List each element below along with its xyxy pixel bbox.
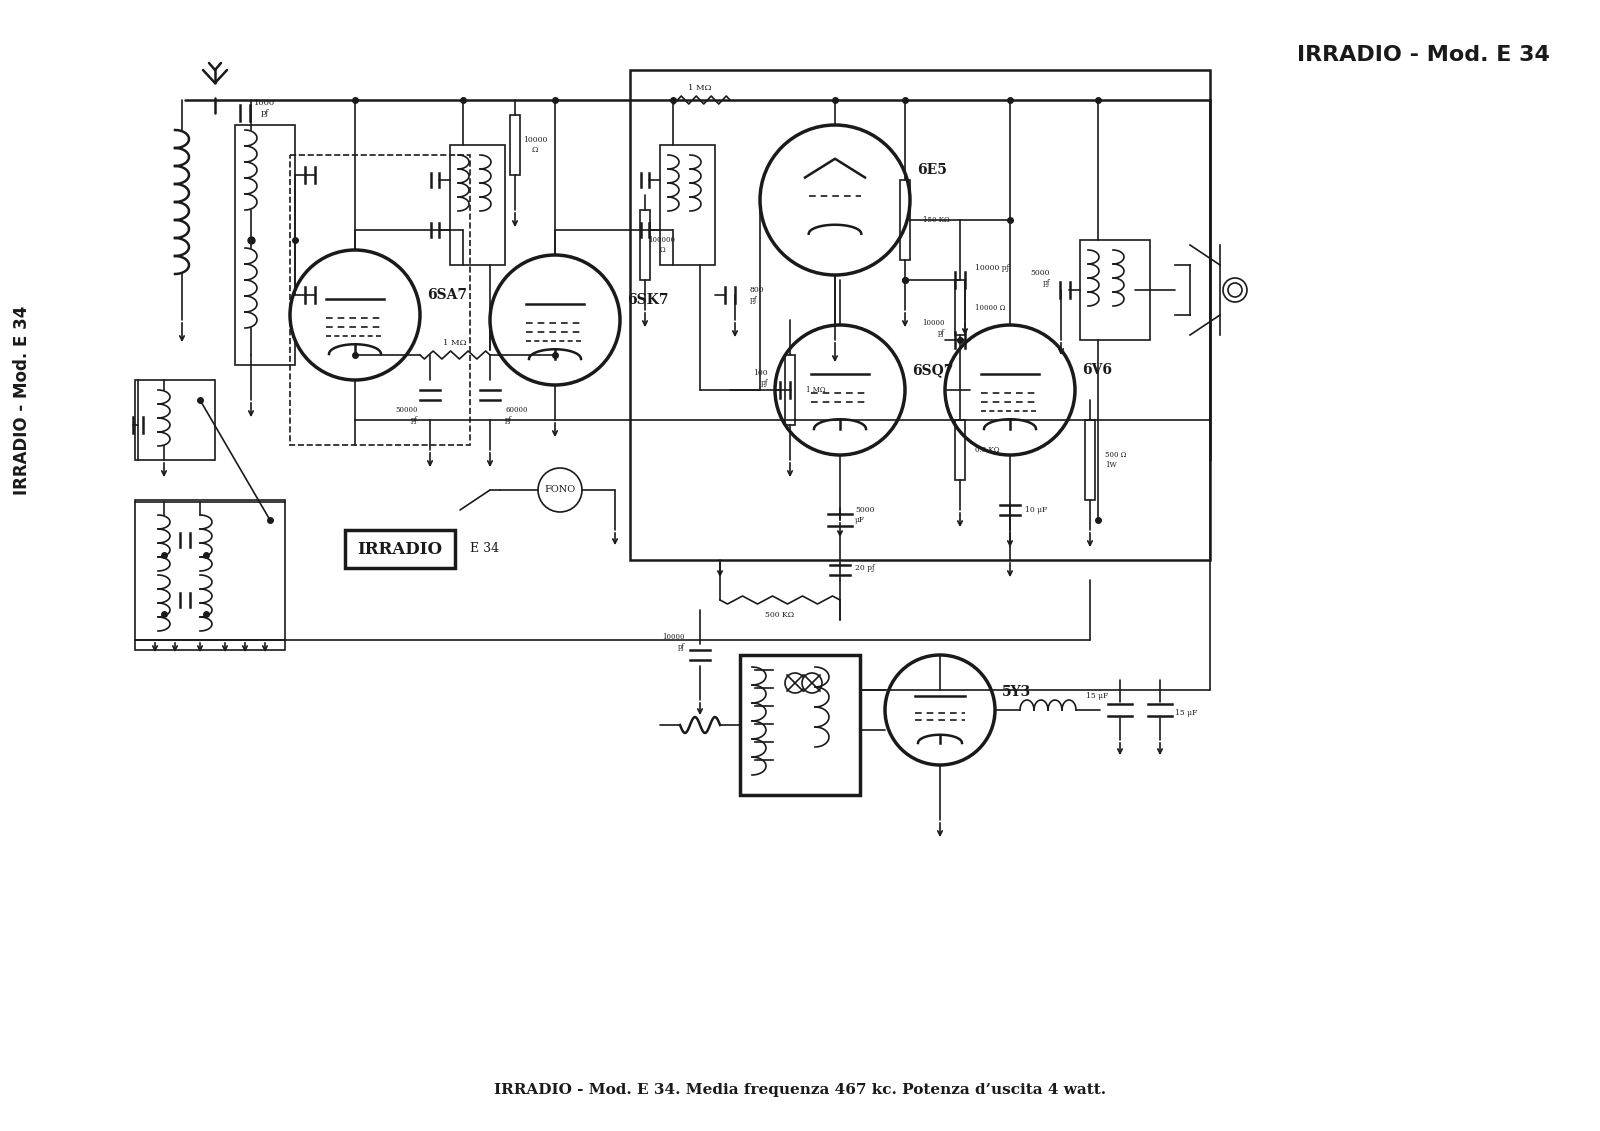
Circle shape	[774, 325, 906, 455]
Bar	[955, 280, 965, 335]
Text: 1 MΩ: 1 MΩ	[688, 84, 712, 92]
Text: 1000
pƒ: 1000 pƒ	[254, 100, 275, 116]
Text: 5Y3: 5Y3	[1002, 685, 1032, 699]
Text: 6SA7: 6SA7	[427, 288, 467, 302]
Text: 100
pƒ: 100 pƒ	[754, 370, 768, 387]
Bar	[134, 500, 285, 650]
Circle shape	[1229, 283, 1242, 297]
Circle shape	[786, 673, 805, 693]
Bar	[1085, 420, 1094, 500]
Text: FONO: FONO	[544, 485, 576, 494]
Text: 0.5 KΩ: 0.5 KΩ	[974, 446, 1000, 454]
Text: 15 μF: 15 μF	[1086, 692, 1107, 700]
Circle shape	[760, 126, 910, 275]
Bar	[235, 126, 294, 365]
Text: 50000
pƒ: 50000 pƒ	[395, 406, 418, 424]
Text: 20 pƒ: 20 pƒ	[854, 564, 875, 572]
Bar	[510, 115, 520, 175]
Text: 6SQ7: 6SQ7	[912, 363, 954, 377]
Text: 15 μF: 15 μF	[1174, 709, 1197, 717]
Bar	[899, 180, 910, 260]
Circle shape	[290, 250, 419, 380]
Circle shape	[1222, 278, 1246, 302]
Bar	[630, 70, 1210, 560]
Text: 5000
pƒ: 5000 pƒ	[1030, 269, 1050, 286]
Text: 6V6: 6V6	[1082, 363, 1112, 377]
Text: 10000
pƒ: 10000 pƒ	[923, 319, 946, 337]
Bar	[346, 530, 454, 568]
Circle shape	[946, 325, 1075, 455]
Bar	[661, 145, 715, 265]
Circle shape	[490, 254, 621, 385]
Circle shape	[885, 655, 995, 765]
Bar	[1080, 240, 1150, 340]
Bar	[134, 380, 214, 460]
Text: 800
pƒ: 800 pƒ	[750, 286, 765, 303]
Text: 100000
Ω: 100000 Ω	[648, 236, 675, 253]
Bar	[450, 145, 506, 265]
Bar	[640, 210, 650, 280]
Text: IRRADIO - Mod. E 34: IRRADIO - Mod. E 34	[13, 305, 30, 494]
Circle shape	[802, 673, 822, 693]
Circle shape	[538, 468, 582, 512]
Text: 10000
Ω: 10000 Ω	[523, 137, 547, 154]
Bar	[955, 420, 965, 480]
Text: 10000
pƒ: 10000 pƒ	[662, 633, 685, 650]
Text: 60000
pƒ: 60000 pƒ	[506, 406, 528, 424]
Text: E 34: E 34	[470, 543, 499, 555]
Bar	[290, 155, 470, 444]
Text: 10000 pƒ: 10000 pƒ	[974, 264, 1010, 271]
Text: 500 KΩ: 500 KΩ	[765, 611, 795, 619]
Bar	[739, 655, 861, 795]
Text: 1 MΩ: 1 MΩ	[806, 386, 826, 394]
Text: 10 μF: 10 μF	[1026, 506, 1048, 513]
Text: 1 MΩ: 1 MΩ	[443, 339, 467, 347]
Text: IRRADIO - Mod. E 34. Media frequenza 467 kc. Potenza d’uscita 4 watt.: IRRADIO - Mod. E 34. Media frequenza 467…	[494, 1083, 1106, 1097]
Text: 150 KΩ: 150 KΩ	[923, 216, 950, 224]
Bar	[786, 355, 795, 425]
Text: 500 Ω
1W: 500 Ω 1W	[1106, 451, 1126, 468]
Text: 5000
μF: 5000 μF	[854, 507, 875, 524]
Text: 6E5: 6E5	[917, 163, 947, 176]
Text: 6SK7: 6SK7	[627, 293, 669, 307]
Text: IRRADIO - Mod. E 34: IRRADIO - Mod. E 34	[1298, 45, 1550, 64]
Text: 10000 Ω: 10000 Ω	[974, 304, 1005, 312]
Text: IRRADIO: IRRADIO	[357, 541, 443, 558]
